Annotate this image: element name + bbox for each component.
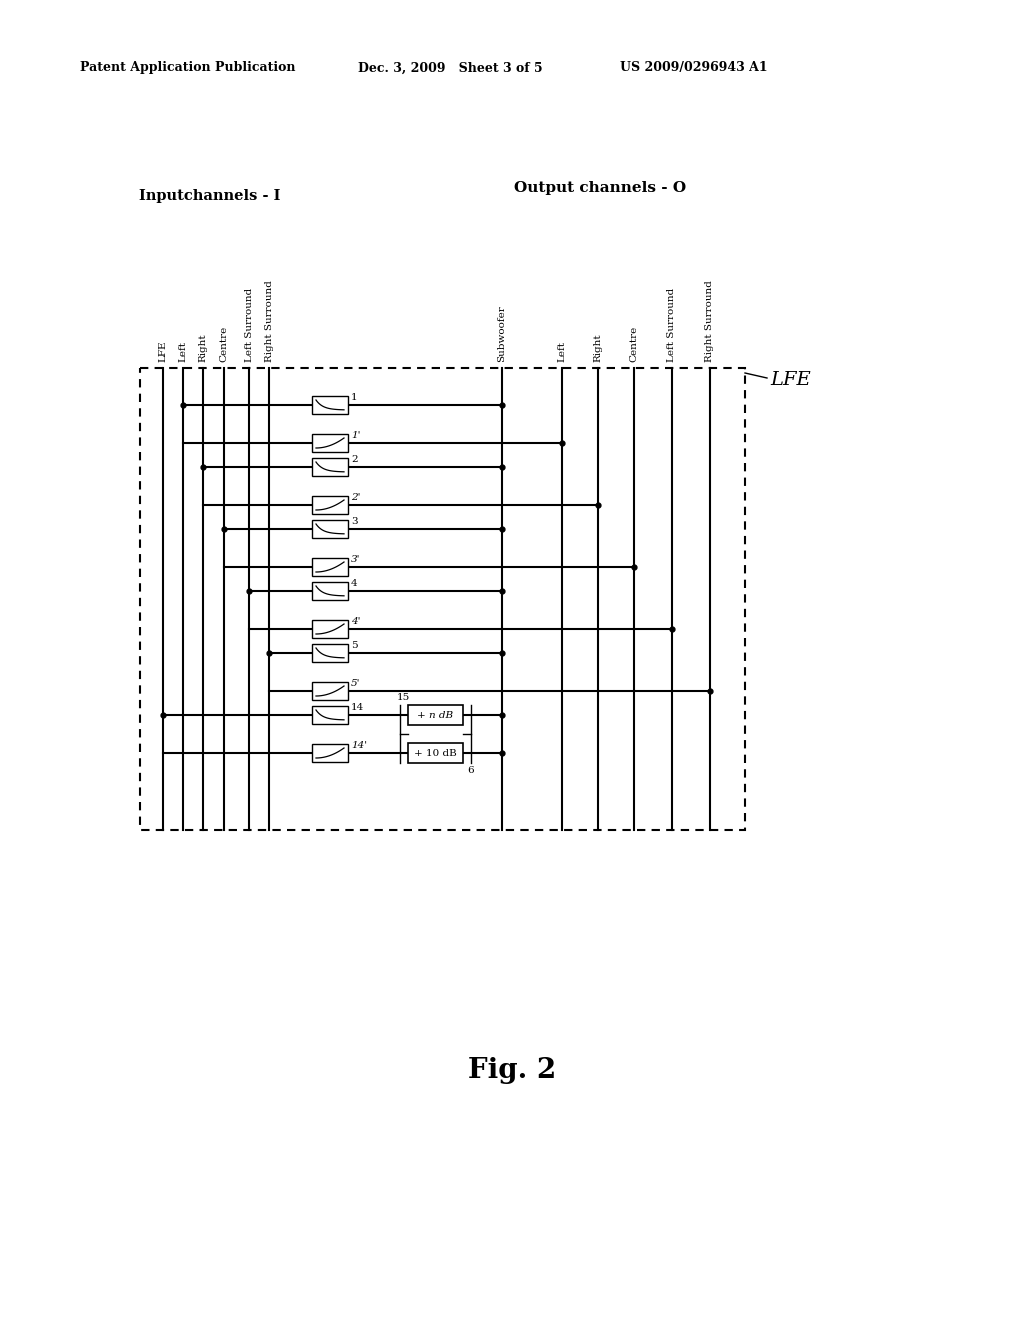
- Text: 3: 3: [351, 517, 357, 525]
- Bar: [312, 644, 348, 663]
- Text: LFE: LFE: [770, 371, 811, 389]
- Text: 2: 2: [351, 455, 357, 465]
- Text: Right Surround: Right Surround: [706, 280, 715, 362]
- Text: Centre: Centre: [630, 326, 639, 362]
- Text: Left: Left: [557, 341, 566, 362]
- Bar: [408, 705, 463, 725]
- Bar: [312, 396, 348, 414]
- Text: Inputchannels - I: Inputchannels - I: [139, 189, 281, 203]
- Text: 4': 4': [351, 616, 360, 626]
- Bar: [312, 496, 348, 513]
- Text: 3': 3': [351, 554, 360, 564]
- Bar: [312, 744, 348, 762]
- Text: Left: Left: [178, 341, 187, 362]
- Bar: [408, 743, 463, 763]
- Bar: [312, 682, 348, 700]
- Text: 14': 14': [351, 741, 368, 750]
- Bar: [312, 620, 348, 638]
- Text: Right Surround: Right Surround: [264, 280, 273, 362]
- Text: Right: Right: [594, 334, 602, 362]
- Bar: [312, 434, 348, 451]
- Text: Output channels - O: Output channels - O: [514, 181, 686, 195]
- Text: Dec. 3, 2009   Sheet 3 of 5: Dec. 3, 2009 Sheet 3 of 5: [358, 62, 543, 74]
- Text: US 2009/0296943 A1: US 2009/0296943 A1: [620, 62, 768, 74]
- Text: + n dB: + n dB: [417, 710, 453, 719]
- Text: + 10 dB: + 10 dB: [414, 748, 457, 758]
- Text: 15: 15: [396, 693, 410, 702]
- Text: 4: 4: [351, 579, 357, 587]
- Text: 1': 1': [351, 432, 360, 440]
- Bar: [140, 368, 745, 830]
- Bar: [312, 706, 348, 723]
- Text: 5': 5': [351, 678, 360, 688]
- Text: Fig. 2: Fig. 2: [468, 1056, 556, 1084]
- Text: Centre: Centre: [219, 326, 228, 362]
- Text: 5: 5: [351, 642, 357, 649]
- Bar: [312, 520, 348, 539]
- Text: LFE: LFE: [159, 341, 168, 362]
- Text: 2': 2': [351, 492, 360, 502]
- Text: Left Surround: Left Surround: [245, 288, 254, 362]
- Text: 14: 14: [351, 704, 365, 711]
- Text: 1: 1: [351, 393, 357, 403]
- Bar: [312, 558, 348, 576]
- Text: Left Surround: Left Surround: [668, 288, 677, 362]
- Text: Right: Right: [199, 334, 208, 362]
- Bar: [312, 458, 348, 477]
- Text: Subwoofer: Subwoofer: [498, 305, 507, 362]
- Text: Patent Application Publication: Patent Application Publication: [80, 62, 296, 74]
- Text: 6: 6: [468, 766, 474, 775]
- Bar: [312, 582, 348, 601]
